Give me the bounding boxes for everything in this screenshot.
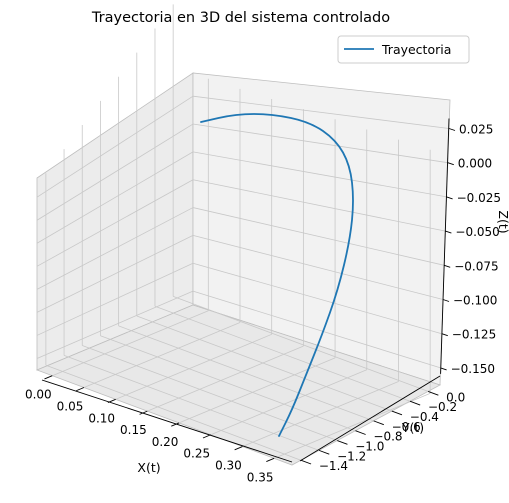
y-grid-line (136, 315, 392, 412)
y-tick-mark (391, 410, 403, 416)
x-tick-label: 0.20 (152, 435, 179, 449)
z-grid-line-left (36, 179, 194, 267)
y-tick-label: −1.2 (337, 449, 366, 463)
z-tick-mark (441, 333, 448, 337)
y-tick-mark (355, 430, 366, 435)
z-grid-line-left (36, 290, 194, 359)
z-grid-line-right (192, 95, 450, 129)
y-tick-mark (373, 420, 384, 426)
y-grid-line (45, 364, 302, 461)
x-tick-mark (234, 446, 243, 451)
x-tick-label: 0.35 (247, 470, 274, 484)
x-tick-label: 0.05 (57, 400, 84, 414)
legend-label-trayectoria: Trayectoria (381, 42, 451, 57)
y-tick-label: −0.6 (392, 420, 421, 434)
z-tick-label: −0.125 (452, 328, 496, 342)
x-tick-mark (107, 398, 116, 403)
z-tick-label: −0.050 (455, 225, 499, 239)
y-grid-line (63, 354, 320, 451)
y-axis-line (299, 375, 441, 462)
x-tick-label: 0.10 (88, 411, 115, 425)
z-tick-mark (445, 230, 452, 234)
z-tick-mark (447, 162, 454, 166)
z-axis-label: Z(t) (496, 210, 509, 233)
series-line-trayectoria (200, 113, 354, 437)
z-grid-line-left (36, 207, 194, 290)
z-grid-line-left (36, 235, 194, 313)
z-grid-line-right (192, 207, 445, 266)
x-tick-label: 0.15 (120, 423, 147, 437)
y-tick-mark (428, 390, 439, 396)
z-tick-label: −0.075 (454, 259, 498, 273)
y-tick-label: −1.4 (319, 459, 348, 473)
z-tick-label: 0.000 (458, 157, 492, 171)
x-tick-label: 0.25 (183, 447, 210, 461)
z-grid-line-left (36, 262, 194, 336)
y-grid-line (173, 296, 429, 392)
z-grid-line-right (192, 151, 447, 198)
z-tick-label: 0.025 (459, 123, 493, 137)
z-grid-line-right (192, 179, 446, 232)
x-grid-line (210, 369, 367, 436)
y-tick-label: −0.4 (410, 410, 439, 424)
x-axis-line (41, 379, 293, 463)
y-grid-line (100, 335, 356, 432)
z-tick-mark (448, 128, 456, 131)
x-tick-mark (171, 422, 180, 427)
x-tick-mark (266, 457, 275, 463)
y-grid-line (82, 345, 338, 441)
x-tick-label: 0.30 (215, 459, 242, 473)
axis-lines (41, 118, 450, 463)
legend-frame (337, 35, 470, 64)
y-grid-line (154, 305, 411, 402)
z-tick-mark (444, 264, 451, 268)
z-tick-label: −0.025 (457, 191, 501, 205)
x-tick-mark (139, 410, 148, 415)
z-grid-line-right (192, 262, 442, 335)
tick-labels: 0.000.050.100.150.200.250.300.350.0−0.2−… (25, 123, 501, 485)
y-tick-mark (409, 400, 421, 406)
y-tick-mark (337, 440, 348, 445)
y-tick-label: 0.0 (446, 390, 465, 404)
x-tick-mark (76, 387, 85, 392)
y-tick-label: −1.0 (355, 440, 384, 454)
chart-title: Trayectoria en 3D del sistema controlado (91, 10, 390, 26)
z-tick-label: −0.100 (453, 294, 497, 308)
z-tick-mark (442, 299, 450, 302)
z-tick-label: −0.150 (451, 362, 495, 376)
x-grid-line (83, 322, 241, 388)
y-axis-label: Y(t) (401, 420, 424, 435)
x-grid-line (52, 310, 209, 377)
z-grid-line-right (192, 235, 444, 300)
x-axis-label: X(t) (137, 460, 160, 475)
z-grid-line-left (36, 123, 194, 221)
x-tick-label: 0.00 (25, 388, 52, 402)
series-layer (200, 113, 354, 437)
x-grid-line (242, 381, 399, 447)
x-tick-mark (202, 434, 211, 439)
x-tick-mark (44, 375, 53, 380)
tick-marks (44, 128, 456, 465)
legend: Trayectoria (337, 35, 470, 64)
z-grid-line-right (192, 123, 448, 164)
z-tick-mark (446, 196, 453, 200)
y-tick-label: −0.2 (428, 400, 457, 414)
y-tick-mark (318, 449, 330, 455)
grid-lines (36, 4, 450, 461)
x-grid-line (147, 345, 304, 412)
z-grid-line-right (192, 290, 441, 369)
z-grid-line-left (36, 151, 194, 244)
z-tick-mark (440, 367, 447, 371)
x-grid-line (115, 333, 272, 400)
x-grid-line (273, 392, 431, 459)
y-tick-label: −0.8 (373, 430, 402, 444)
z-axis-line (440, 118, 450, 374)
z-grid-line-left (36, 95, 194, 198)
y-tick-mark (300, 459, 312, 465)
y-grid-line (118, 325, 374, 422)
